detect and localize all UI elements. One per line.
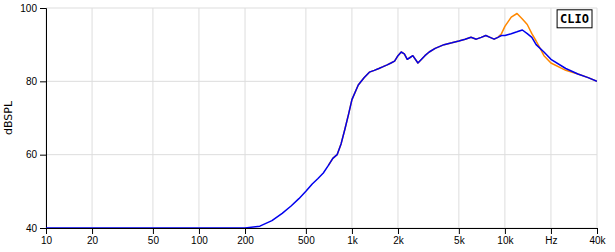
y-tick: 40: [26, 223, 46, 234]
y-axis-line: [40, 9, 47, 229]
x-tick: 50: [148, 228, 160, 246]
x-tick-mark: [245, 228, 246, 234]
x-tick-mark: [551, 228, 552, 234]
y-tick-label: 100: [20, 3, 37, 14]
x-tick-mark: [597, 228, 598, 234]
x-grid-line: [504, 8, 505, 228]
x-tick-mark: [306, 228, 307, 234]
x-tick-label: Hz: [545, 235, 557, 246]
x-grid-line: [351, 8, 352, 228]
y-grid-line: [46, 8, 597, 9]
x-tick: 1k: [347, 228, 359, 246]
x-tick-mark: [459, 228, 460, 234]
x-tick-label: 500: [298, 235, 315, 246]
y-tick-label: 40: [26, 223, 38, 234]
y-tick: 80: [26, 76, 46, 87]
x-axis-line: [47, 229, 598, 235]
y-tick-mark: [40, 155, 46, 156]
y-grid-line: [46, 81, 597, 82]
x-grid-line: [397, 8, 398, 228]
title-group: CLIO: [557, 10, 592, 28]
x-tick-label: 10: [41, 235, 53, 246]
x-tick-label: 100: [191, 235, 208, 246]
x-tick-label: 40k: [589, 235, 606, 246]
x-tick-mark: [92, 228, 93, 234]
y-axis-label: dBSPL: [2, 100, 15, 135]
x-tick: 500: [298, 228, 315, 246]
x-tick-label: 200: [237, 235, 254, 246]
x-grid-line: [305, 8, 306, 228]
x-tick-label: 20: [87, 235, 99, 246]
y-grid-line: [46, 154, 597, 155]
x-grid-line: [92, 8, 93, 228]
x-tick-mark: [153, 228, 154, 234]
y-tick: 100: [20, 3, 46, 14]
y-tick-mark: [40, 81, 46, 82]
x-tick-mark: [199, 228, 200, 234]
x-axis: 10 20 50 100 200 500 1k 2k 5k 10k Hz 40k: [41, 228, 607, 246]
title-box: [557, 10, 592, 28]
x-tick: 100: [191, 228, 208, 246]
x-tick: 2k: [393, 228, 405, 246]
x-tick: 5k: [454, 228, 466, 246]
x-tick: 40k: [589, 228, 606, 246]
series-group: [46, 14, 597, 229]
x-tick-label: 2k: [393, 235, 405, 246]
x-grid-line: [198, 8, 199, 228]
series-line: [46, 30, 597, 228]
y-tick-mark: [40, 228, 46, 229]
x-tick: 10k: [497, 228, 514, 246]
y-axis: 40 60 80 100: [20, 3, 46, 234]
x-tick-label: 10k: [497, 235, 514, 246]
x-grid-line: [550, 8, 551, 228]
plot: 10 20 50 100 200 500 1k 2k 5k 10k Hz 40k 40 60 80 100 dB…: [2, 3, 607, 246]
x-grid-line: [245, 8, 246, 228]
x-tick-label: 50: [148, 235, 160, 246]
x-tick-label: 1k: [347, 235, 359, 246]
x-grid-line: [152, 8, 153, 228]
title: CLIO: [560, 12, 589, 26]
y-tick-mark: [40, 8, 46, 9]
x-tick-label: 5k: [454, 235, 466, 246]
x-grid-line: [597, 8, 598, 228]
x-tick-mark: [398, 228, 399, 234]
x-tick: 20: [87, 228, 99, 246]
x-tick: 10: [41, 228, 53, 246]
x-tick: Hz: [545, 228, 557, 246]
x-tick-mark: [352, 228, 353, 234]
x-tick-mark: [505, 228, 506, 234]
series-line: [328, 14, 597, 166]
x-tick: 200: [237, 228, 254, 246]
chart: 10 20 50 100 200 500 1k 2k 5k 10k Hz 40k 40 60 80 100 dB…: [0, 0, 615, 252]
y-tick-label: 60: [26, 149, 38, 160]
grid: [46, 8, 597, 228]
y-tick-label: 80: [26, 76, 38, 87]
y-tick: 60: [26, 149, 46, 160]
